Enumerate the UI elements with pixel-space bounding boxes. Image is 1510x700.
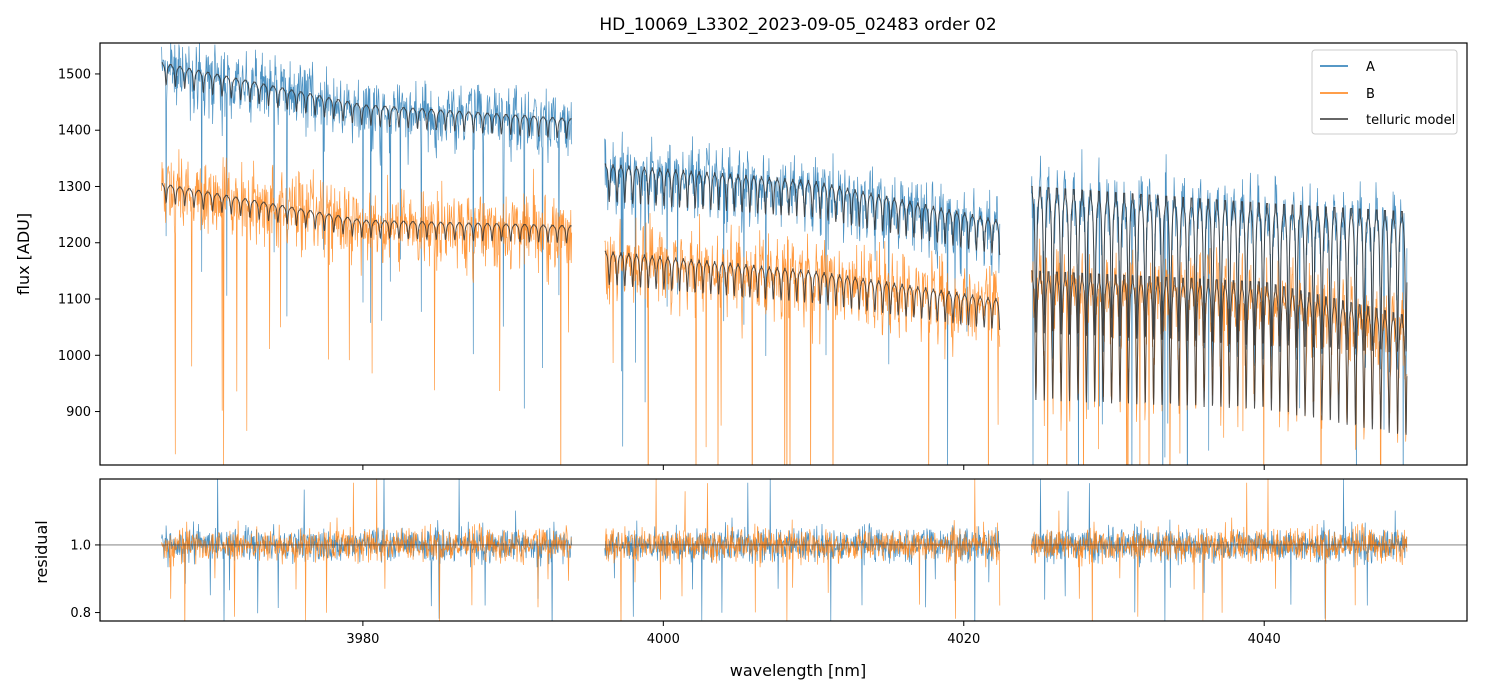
telluric-model-line [604,163,1001,256]
flux-y-tick-label: 1200 [58,236,91,251]
flux-y-tick-label: 1500 [58,67,91,82]
legend-label-telluric: telluric model [1366,113,1455,128]
flux-data [161,43,1408,465]
chart-title: HD_10069_L3302_2023-09-05_02483 order 02 [599,15,996,35]
residual-y-axis-label: residual [32,520,51,583]
legend-label-b: B [1366,87,1375,102]
telluric-model-line [1031,186,1408,353]
flux-y-tick-label: 1400 [58,124,91,139]
flux-y-tick-label: 1100 [58,293,91,308]
residual-series-a [1031,479,1408,621]
flux-panel-frame [99,42,1468,466]
flux-series-b [161,149,573,465]
flux-y-tick-label: 1300 [58,180,91,195]
residual-data [100,479,1467,621]
flux-y-tick-label: 1000 [58,349,91,364]
residual-panel: 0.8 1.0 3980 4000 4020 4040 residual waveleng… [32,478,1468,680]
telluric-model-line [604,250,1001,331]
residual-series-b [1031,479,1408,621]
x-tick-label: 4020 [947,632,980,647]
residual-panel-frame [99,478,1468,622]
x-tick-label: 4000 [647,632,680,647]
residual-series-b [161,479,572,621]
legend-box [1311,49,1458,135]
flux-y-axis-label: flux [ADU] [14,213,33,295]
flux-series-a [161,43,573,409]
flux-panel: 900 1000 1100 1200 1300 1400 1500 flux [ADU] [14,42,1468,470]
flux-ticks: 900 1000 1100 1200 1300 1400 1500 [58,67,1265,470]
flux-series-b [604,213,1001,465]
x-tick-label: 3980 [346,632,379,647]
telluric-model-line [1031,270,1408,435]
residual-y-tick-label: 1.0 [70,538,91,553]
x-tick-label: 4040 [1248,632,1281,647]
legend: A B telluric model [1311,49,1458,135]
residual-series-b [604,479,1001,621]
legend-label-a: A [1366,60,1375,75]
residual-y-tick-label: 0.8 [70,606,91,621]
x-axis-label: wavelength [nm] [730,661,867,680]
telluric-model-line [161,183,572,244]
flux-y-tick-label: 900 [66,405,91,420]
residual-ticks: 0.8 1.0 3980 4000 4020 4040 [70,538,1280,647]
telluric-model-line [161,62,572,140]
